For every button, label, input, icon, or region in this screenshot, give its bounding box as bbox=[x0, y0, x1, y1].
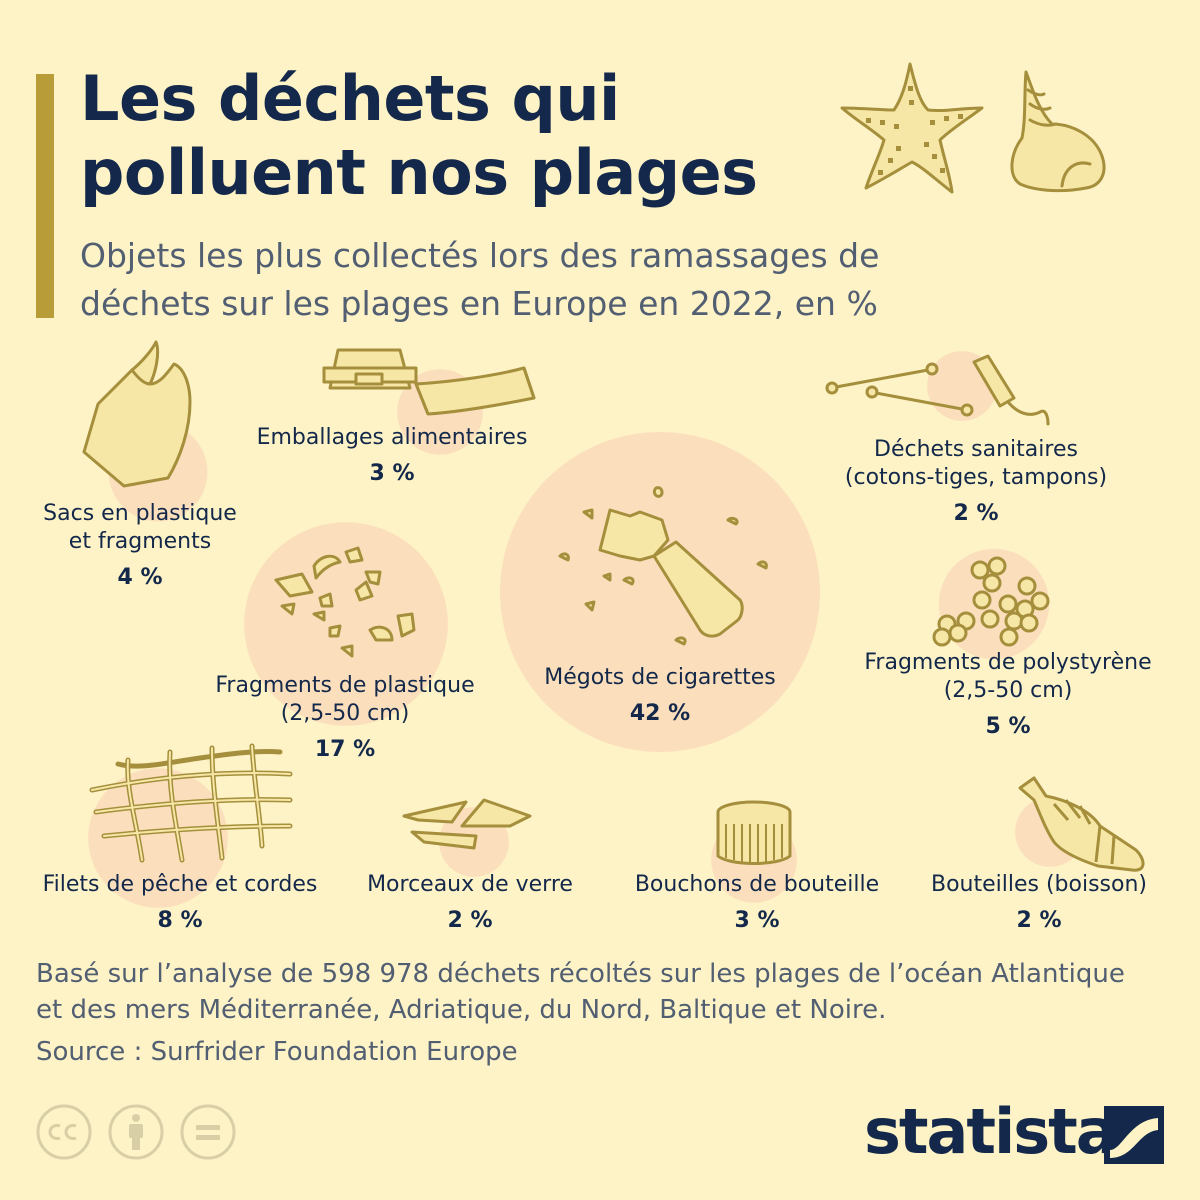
item-label: Morceaux de verre bbox=[367, 872, 573, 897]
item-value: 4 % bbox=[117, 565, 163, 590]
no-derivatives-icon bbox=[180, 1104, 236, 1160]
creative-commons-icon bbox=[36, 1104, 92, 1160]
item-label: Déchets sanitaires (cotons-tiges, tampon… bbox=[844, 437, 1108, 490]
item-bouteilles: Bouteilles (boisson) 2 % bbox=[916, 871, 1162, 935]
item-value: 2 % bbox=[953, 501, 999, 526]
bottle-cap-icon bbox=[716, 800, 792, 865]
glass-shards-icon bbox=[402, 798, 532, 850]
item-value: 8 % bbox=[157, 908, 203, 933]
food-packaging-icon bbox=[322, 348, 536, 416]
footnote: Basé sur l’analyse de 598 978 déchets ré… bbox=[36, 959, 1125, 1025]
page-title: Les déchets qui polluent nos plages bbox=[80, 62, 758, 209]
item-value: 17 % bbox=[314, 737, 376, 762]
plastic-bag-icon bbox=[82, 340, 192, 488]
item-emballages: Emballages alimentaires 3 % bbox=[240, 424, 544, 488]
item-dechets-sanitaires: Déchets sanitaires (cotons-tiges, tampon… bbox=[826, 436, 1126, 528]
item-label: Mégots de cigarettes bbox=[544, 665, 776, 690]
cigarette-butt-icon bbox=[558, 486, 768, 646]
item-verre: Morceaux de verre 2 % bbox=[350, 871, 590, 935]
item-value: 3 % bbox=[369, 461, 415, 486]
source-line: Source : Surfrider Foundation Europe bbox=[36, 1037, 518, 1067]
item-label: Fragments de polystyrène (2,5-50 cm) bbox=[864, 650, 1152, 703]
statista-mark-icon bbox=[1104, 1106, 1164, 1164]
starfish-icon bbox=[840, 62, 984, 194]
item-filets: Filets de pêche et cordes 8 % bbox=[30, 871, 330, 935]
page-subtitle: Objets les plus collectés lors des ramas… bbox=[80, 236, 880, 323]
polystyrene-icon bbox=[932, 556, 1050, 647]
item-value: 5 % bbox=[985, 714, 1031, 739]
cotton-swab-icon bbox=[825, 354, 1050, 426]
item-value: 3 % bbox=[734, 908, 780, 933]
item-value: 2 % bbox=[1016, 908, 1062, 933]
statista-logo: statista bbox=[864, 1095, 1118, 1168]
item-fragments-plastique: Fragments de plastique (2,5-50 cm) 17 % bbox=[200, 672, 490, 764]
item-bouchons: Bouchons de bouteille 3 % bbox=[618, 871, 896, 935]
plastic-fragments-icon bbox=[274, 546, 416, 658]
title-accent-bar bbox=[36, 74, 54, 318]
bottle-icon bbox=[1018, 776, 1145, 872]
item-label: Bouchons de bouteille bbox=[634, 872, 880, 897]
item-value: 2 % bbox=[447, 908, 493, 933]
item-label: Filets de pêche et cordes bbox=[42, 872, 318, 897]
seashell-icon bbox=[1010, 70, 1106, 193]
item-label: Sacs en plastique et fragments bbox=[43, 501, 237, 554]
item-value: 42 % bbox=[629, 701, 691, 726]
item-polystyrene: Fragments de polystyrène (2,5-50 cm) 5 % bbox=[848, 649, 1168, 741]
item-label: Bouteilles (boisson) bbox=[930, 872, 1147, 897]
item-megots: Mégots de cigarettes 42 % bbox=[520, 664, 800, 728]
bubble-4 bbox=[244, 522, 448, 726]
item-sacs-plastique: Sacs en plastique et fragments 4 % bbox=[30, 500, 250, 592]
item-label: Emballages alimentaires bbox=[256, 425, 528, 450]
attribution-icon bbox=[108, 1104, 164, 1160]
bubble-5 bbox=[500, 432, 820, 752]
item-label: Fragments de plastique (2,5-50 cm) bbox=[215, 673, 475, 726]
fishing-net-overlay bbox=[91, 745, 291, 861]
